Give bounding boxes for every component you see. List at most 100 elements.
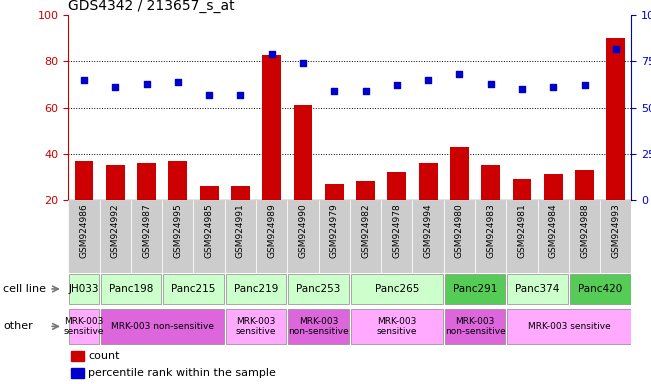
Text: percentile rank within the sample: percentile rank within the sample <box>88 367 276 377</box>
Bar <box>137 163 156 246</box>
Point <box>298 60 308 66</box>
Bar <box>325 184 344 246</box>
Bar <box>288 309 349 344</box>
Point <box>110 84 120 90</box>
Text: GSM924994: GSM924994 <box>424 204 433 258</box>
Text: MRK-003
non-sensitive: MRK-003 non-sensitive <box>288 317 349 336</box>
Text: GSM924980: GSM924980 <box>455 204 464 258</box>
Bar <box>162 200 193 273</box>
Text: Panc291: Panc291 <box>453 284 497 294</box>
Text: Panc198: Panc198 <box>109 284 153 294</box>
Text: GSM924984: GSM924984 <box>549 204 558 258</box>
Bar <box>100 274 161 304</box>
Bar <box>575 170 594 246</box>
Text: cell line: cell line <box>3 284 46 294</box>
Bar <box>419 163 437 246</box>
Point <box>173 79 183 85</box>
Text: GSM924979: GSM924979 <box>330 204 339 258</box>
Bar <box>200 186 219 246</box>
Bar <box>131 200 162 273</box>
Bar <box>350 200 381 273</box>
Point <box>266 51 277 57</box>
Bar <box>288 274 349 304</box>
Text: GSM924985: GSM924985 <box>204 204 214 258</box>
Bar <box>225 200 256 273</box>
Text: GSM924995: GSM924995 <box>173 204 182 258</box>
Text: GDS4342 / 213657_s_at: GDS4342 / 213657_s_at <box>68 0 235 13</box>
Text: GSM924993: GSM924993 <box>611 204 620 258</box>
Bar <box>106 165 125 246</box>
Point <box>329 88 339 94</box>
Text: MRK-003
sensitive: MRK-003 sensitive <box>376 317 417 336</box>
Bar <box>169 161 187 246</box>
Text: Panc420: Panc420 <box>578 284 622 294</box>
Text: MRK-003
non-sensitive: MRK-003 non-sensitive <box>445 317 505 336</box>
Text: JH033: JH033 <box>69 284 99 294</box>
Bar <box>193 200 225 273</box>
Bar <box>356 181 375 246</box>
Text: GSM924986: GSM924986 <box>79 204 89 258</box>
Bar <box>351 274 443 304</box>
Text: count: count <box>88 351 120 361</box>
Point <box>548 84 559 90</box>
Bar <box>507 309 631 344</box>
Bar <box>506 200 538 273</box>
Text: other: other <box>3 321 33 331</box>
Point <box>361 88 371 94</box>
Bar <box>226 274 286 304</box>
Text: MRK-003
sensitive: MRK-003 sensitive <box>64 317 104 336</box>
Text: GSM924978: GSM924978 <box>393 204 401 258</box>
Bar <box>413 200 444 273</box>
Text: GSM924989: GSM924989 <box>267 204 276 258</box>
Point <box>141 81 152 87</box>
Bar <box>100 309 224 344</box>
Bar <box>512 179 531 246</box>
Text: GSM924990: GSM924990 <box>299 204 307 258</box>
Bar <box>262 55 281 246</box>
Bar <box>538 200 569 273</box>
Bar <box>544 174 562 246</box>
Bar <box>381 200 413 273</box>
Text: MRK-003 sensitive: MRK-003 sensitive <box>527 322 610 331</box>
Point <box>579 82 590 88</box>
Bar <box>71 351 84 361</box>
Bar <box>163 274 224 304</box>
Point <box>454 71 465 78</box>
Point <box>235 91 245 98</box>
Bar <box>287 200 318 273</box>
Point <box>79 77 89 83</box>
Bar <box>226 309 286 344</box>
Bar <box>75 161 93 246</box>
Text: GSM924991: GSM924991 <box>236 204 245 258</box>
Text: MRK-003
sensitive: MRK-003 sensitive <box>236 317 276 336</box>
Bar <box>600 200 631 273</box>
Bar <box>294 105 312 246</box>
Text: GSM924983: GSM924983 <box>486 204 495 258</box>
Text: Panc265: Panc265 <box>375 284 419 294</box>
Bar <box>100 200 131 273</box>
Bar <box>569 200 600 273</box>
Bar <box>68 200 100 273</box>
Bar <box>71 368 84 377</box>
Bar <box>475 200 506 273</box>
Bar <box>481 165 500 246</box>
Text: Panc219: Panc219 <box>234 284 278 294</box>
Text: GSM924988: GSM924988 <box>580 204 589 258</box>
Text: GSM924992: GSM924992 <box>111 204 120 258</box>
Point <box>204 91 214 98</box>
Text: GSM924982: GSM924982 <box>361 204 370 258</box>
Bar <box>256 200 287 273</box>
Bar <box>507 274 568 304</box>
Bar <box>607 38 625 246</box>
Bar <box>570 274 631 304</box>
Text: Panc253: Panc253 <box>296 284 341 294</box>
Point <box>423 77 434 83</box>
Point <box>486 81 496 87</box>
Bar <box>318 200 350 273</box>
Text: GSM924981: GSM924981 <box>518 204 527 258</box>
Point <box>392 82 402 88</box>
Bar <box>351 309 443 344</box>
Text: Panc215: Panc215 <box>171 284 215 294</box>
Bar <box>445 309 505 344</box>
Text: MRK-003 non-sensitive: MRK-003 non-sensitive <box>111 322 214 331</box>
